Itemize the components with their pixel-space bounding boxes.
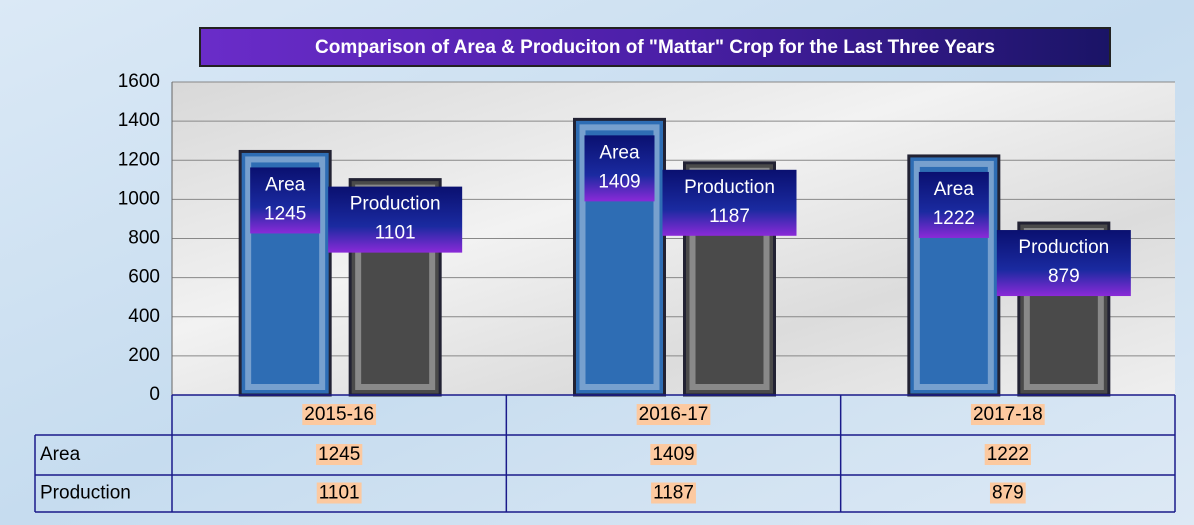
y-tick-label: 400: [128, 306, 160, 327]
y-tick-label: 200: [128, 345, 160, 366]
data-label-box: [662, 169, 797, 236]
table-cell: 1222: [987, 444, 1029, 465]
data-label-box: [328, 186, 463, 253]
data-label-name: Production: [684, 177, 775, 198]
table-cell: 1187: [653, 483, 694, 504]
bar-inner: [245, 156, 326, 390]
data-label-name: Area: [934, 179, 975, 200]
cell-highlight: [989, 482, 1026, 504]
y-tick-label: 0: [149, 384, 160, 405]
data-label: 1409: [598, 171, 640, 192]
y-tick-label: 1000: [118, 188, 160, 209]
y-tick-label: 1600: [118, 71, 160, 92]
data-label-box: [996, 230, 1131, 297]
bar-inner: [913, 160, 994, 390]
cell-highlight: [636, 404, 711, 426]
data-label: 1222: [933, 208, 975, 229]
data-label: 1101: [375, 223, 416, 244]
table-cell: 1101: [319, 483, 360, 504]
table-row-header: Production: [40, 483, 131, 504]
data-label-name: Area: [599, 142, 640, 163]
data-label: 1187: [709, 206, 750, 227]
data-label-box: [250, 167, 321, 234]
table-cell: 2016-17: [639, 404, 709, 425]
table-cell: 1245: [318, 444, 360, 465]
data-label-name: Production: [350, 194, 441, 215]
bar-inner: [579, 124, 660, 390]
data-label-name: Area: [265, 174, 306, 195]
y-tick-label: 1200: [118, 149, 160, 170]
cell-highlight: [316, 444, 363, 466]
table-cell: 2017-18: [973, 404, 1043, 425]
table-row-header: Area: [40, 444, 81, 465]
y-tick-label: 1400: [118, 110, 160, 131]
data-label-box: [584, 135, 655, 202]
title-box: [199, 27, 1111, 67]
table-cell: 2015-16: [304, 404, 374, 425]
y-tick-label: 600: [128, 267, 160, 288]
cell-highlight: [650, 444, 697, 466]
data-label: 1245: [264, 203, 306, 224]
chart-title: Comparison of Area & Produciton of "Matt…: [315, 37, 995, 58]
data-label: 879: [1048, 266, 1080, 287]
cell-highlight: [970, 404, 1045, 426]
cell-highlight: [302, 404, 377, 426]
data-label-box: [918, 171, 989, 238]
table-cell: 1409: [652, 444, 694, 465]
cell-highlight: [316, 482, 362, 504]
y-tick-label: 800: [128, 228, 160, 249]
cell-highlight: [984, 444, 1031, 466]
table-cell: 879: [992, 483, 1024, 504]
cell-highlight: [651, 482, 696, 504]
data-label-name: Production: [1018, 237, 1109, 258]
